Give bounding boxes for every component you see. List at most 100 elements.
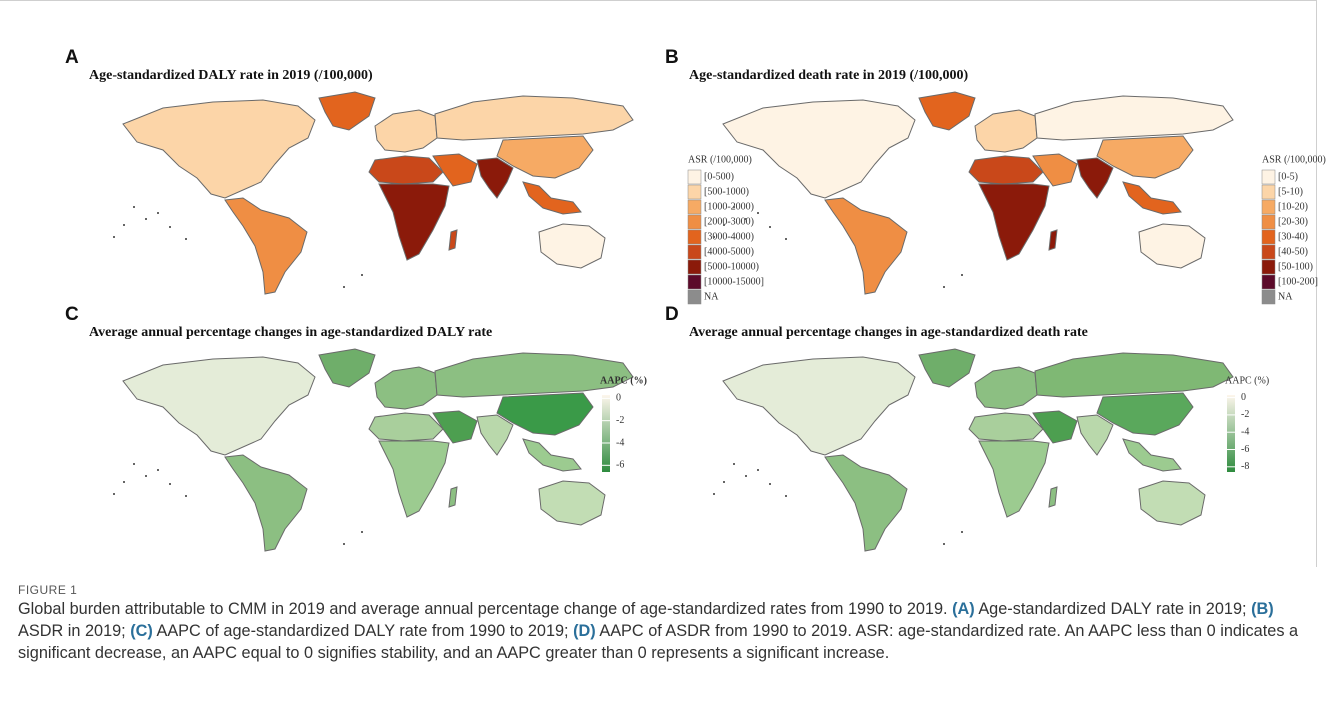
map-region [477, 158, 513, 198]
legend-swatch [1262, 275, 1275, 289]
world-map [113, 349, 633, 551]
page: {"figure": { "panels": [ {"letter": "A",… [0, 0, 1331, 713]
map-region [123, 357, 315, 455]
island [733, 206, 735, 208]
caption-item: AAPC of age-standardized DALY rate from … [153, 622, 573, 640]
colorbar-title: AAPC (%) [1225, 375, 1269, 386]
caption-lead: Global burden attributable to CMM in 201… [18, 600, 952, 618]
colorbar [602, 395, 610, 472]
panel-title: Average annual percentage changes in age… [89, 325, 492, 340]
colorbar-tick-label: -2 [1241, 409, 1249, 420]
map-region [825, 455, 907, 551]
map-region [1077, 158, 1113, 198]
legend-swatch [1262, 245, 1275, 259]
island [733, 463, 735, 465]
caption-tag: (D) [573, 622, 596, 640]
caption-item: ASDR in 2019; [18, 622, 130, 640]
island [343, 286, 345, 288]
island [185, 495, 187, 497]
map-region [523, 182, 581, 214]
legend-label: [5-10) [1278, 186, 1303, 197]
map-region [379, 184, 449, 260]
map-region [375, 367, 437, 409]
legend-swatch [688, 170, 701, 184]
legend-swatch [688, 290, 701, 304]
panel: C Average annual percentage changes in ag… [65, 304, 647, 551]
world-map [713, 349, 1233, 551]
map-region [539, 481, 605, 525]
legend-swatch [1262, 200, 1275, 214]
island [343, 543, 345, 545]
island [133, 463, 135, 465]
colorbar-tick-label: -2 [616, 415, 624, 426]
map-region [1035, 96, 1233, 140]
map-region [979, 441, 1049, 517]
island [133, 206, 135, 208]
island [361, 274, 363, 276]
panel-letter: B [665, 47, 679, 68]
island [169, 226, 171, 228]
legend-swatch [688, 245, 701, 259]
island [157, 212, 159, 214]
legend-label: NA [704, 291, 719, 302]
island [113, 493, 115, 495]
map-region [919, 349, 975, 387]
map-region [523, 439, 581, 471]
island [961, 274, 963, 276]
legend-swatch [688, 260, 701, 274]
panel: BAge-standardized death rate in 2019 (/1… [665, 47, 1326, 304]
map-region [1123, 439, 1181, 471]
map-region [449, 487, 457, 507]
map-region [969, 156, 1043, 184]
caption-item: Age-standardized DALY rate in 2019; [975, 600, 1251, 618]
panel-letter: C [65, 304, 79, 325]
legend-swatch [1262, 260, 1275, 274]
caption-tag: (A) [952, 600, 975, 618]
map-region [1049, 230, 1057, 250]
island [169, 483, 171, 485]
island [723, 481, 725, 483]
legend-label: [0-500) [704, 171, 734, 182]
island [757, 469, 759, 471]
colorbar-tick-label: -6 [1241, 444, 1249, 455]
legend-label: [3000-4000) [704, 231, 754, 242]
legend-swatch [1262, 290, 1275, 304]
colorbar-tick-label: -4 [616, 437, 624, 448]
map-region [919, 92, 975, 130]
map-region [449, 230, 457, 250]
map-region [319, 349, 375, 387]
panel-title: Age-standardized DALY rate in 2019 (/100… [89, 68, 373, 83]
island [123, 224, 125, 226]
map-region [1035, 353, 1233, 397]
island [943, 543, 945, 545]
island [785, 495, 787, 497]
island [769, 483, 771, 485]
map-region [723, 100, 915, 198]
legend-label: [500-1000) [704, 186, 749, 197]
legend-swatch [688, 200, 701, 214]
legend-label: [1000-2000) [704, 201, 754, 212]
map-region [539, 224, 605, 268]
legend-label: [2000-3000) [704, 216, 754, 227]
panel-letter: D [665, 304, 679, 325]
legend-swatch [1262, 185, 1275, 199]
island [745, 475, 747, 477]
map-region [969, 413, 1043, 441]
map-region [375, 110, 437, 152]
caption-tag: (B) [1251, 600, 1274, 618]
legend-label: [40-50) [1278, 246, 1308, 257]
colorbar-title: AAPC (%) [600, 375, 647, 386]
map-region [1049, 487, 1057, 507]
map-region [1139, 481, 1205, 525]
legend-title: ASR (/100,000) [688, 154, 752, 165]
caption-item: AAPC of ASDR from 1990 to 2019. [596, 622, 856, 640]
island [145, 218, 147, 220]
map-region [477, 415, 513, 455]
caption: Global burden attributable to CMM in 201… [18, 598, 1313, 664]
map-region [435, 96, 633, 140]
legend-label: NA [1278, 291, 1293, 302]
colorbar-tick-label: 0 [616, 393, 621, 404]
legend-swatch [1262, 215, 1275, 229]
